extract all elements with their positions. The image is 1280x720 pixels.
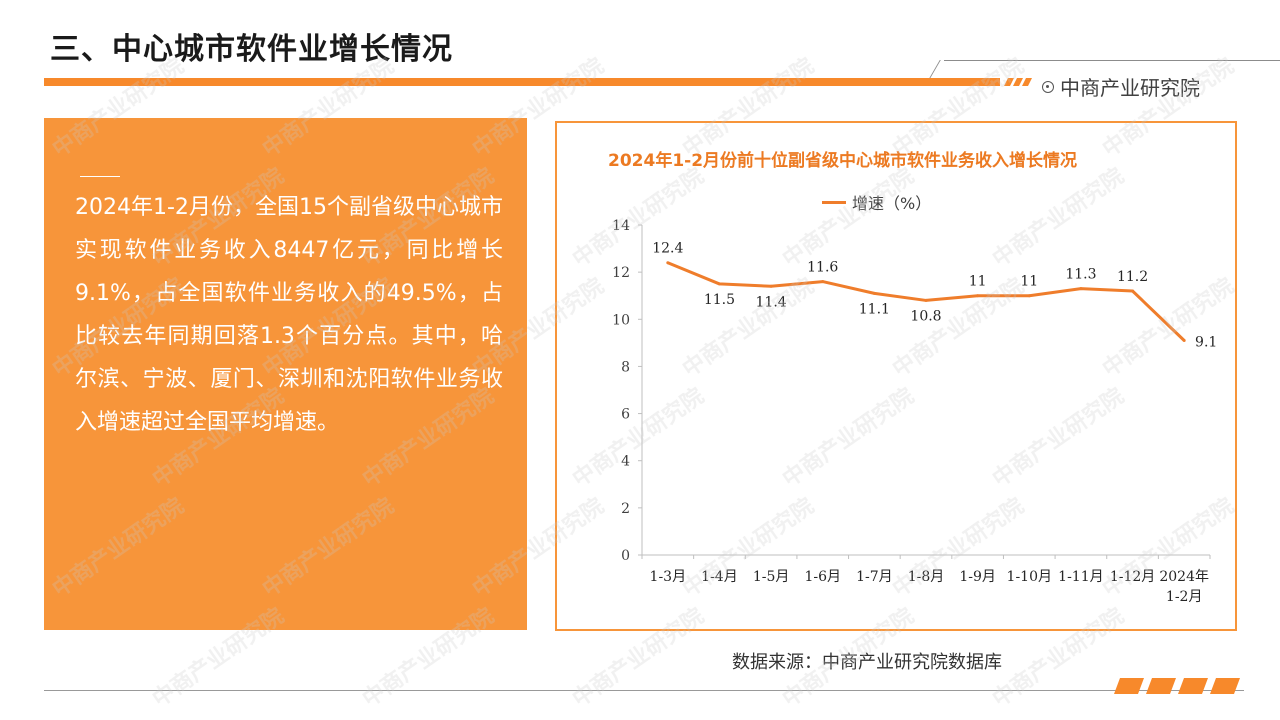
stripes-decoration <box>1004 78 1032 86</box>
x-tick-label: 1-8月 <box>908 569 945 585</box>
footer-stripes-decoration <box>1114 678 1240 694</box>
chart-legend: 增速（%） <box>822 190 931 214</box>
x-tick-label: 1-11月 <box>1058 569 1103 585</box>
data-label: 11.6 <box>807 260 838 276</box>
summary-panel <box>44 118 527 630</box>
data-labels: 12.4 11.5 11.4 11.6 11.1 10.8 11 11 11.3 11.2 9.1 <box>652 241 1217 351</box>
brand-target-icon <box>1042 80 1054 93</box>
page-title: 三、中心城市软件业增长情况 <box>50 32 453 67</box>
y-tick-label: 0 <box>621 548 630 564</box>
x-tick-label: 1-4月 <box>701 569 738 585</box>
data-point <box>976 294 980 298</box>
data-point <box>717 282 721 286</box>
data-label: 11.1 <box>859 301 890 317</box>
data-label: 11 <box>969 274 987 290</box>
data-point <box>1131 289 1135 293</box>
x-tick-label: 1-9月 <box>959 569 996 585</box>
x-axis: 1-3月 1-4月 1-5月 1-6月 1-7月 1-8月 1-9月 1-10月 1-11月 1-… <box>641 554 1211 605</box>
data-label: 12.4 <box>652 241 683 257</box>
data-point <box>769 284 773 288</box>
y-tick-label: 12 <box>612 265 630 281</box>
summary-text: 2024年1-2月份，全国15个副省级中心城市实现软件业务收入8447亿元，同比… <box>75 195 503 435</box>
data-label: 11.4 <box>756 294 787 310</box>
data-point <box>821 280 825 284</box>
data-point <box>924 298 928 302</box>
legend-label: 增速（%） <box>852 194 932 213</box>
data-point <box>872 291 876 295</box>
brand-logo: 中商产业研究院 <box>1042 72 1200 101</box>
brand-name: 中商产业研究院 <box>1060 76 1200 100</box>
x-tick-label: 2024年 <box>1159 569 1209 585</box>
y-tick-label: 8 <box>621 359 630 375</box>
x-tick-label: 1-7月 <box>856 569 893 585</box>
x-tick-label: 1-2月 <box>1166 589 1203 605</box>
x-tick-label: 1-3月 <box>650 569 687 585</box>
footer-rule <box>44 690 1244 691</box>
data-label: 10.8 <box>910 308 941 324</box>
data-label: 11.2 <box>1117 269 1148 285</box>
data-point <box>666 261 670 265</box>
data-point <box>1182 339 1186 342</box>
y-tick-label: 10 <box>612 312 630 328</box>
x-tick-label: 1-6月 <box>804 569 841 585</box>
data-source: 数据来源：中商产业研究院数据库 <box>732 652 1002 673</box>
header-rule <box>944 60 1280 61</box>
data-label: 11 <box>1020 274 1038 290</box>
y-tick-label: 4 <box>621 454 630 470</box>
y-tick-label: 14 <box>612 218 630 234</box>
data-point <box>1079 287 1083 291</box>
data-point <box>1027 294 1031 298</box>
data-label: 11.3 <box>1065 267 1096 283</box>
y-tick-label: 6 <box>621 407 630 423</box>
legend-line-swatch <box>822 200 846 204</box>
data-label: 11.5 <box>704 292 735 308</box>
data-label: 9.1 <box>1195 335 1217 351</box>
title-underline-bar <box>44 78 1000 86</box>
chart-title: 2024年1-2月份前十位副省级中心城市软件业务收入增长情况 <box>608 151 1078 171</box>
summary-rule <box>80 176 120 177</box>
x-tick-label: 1-12月 <box>1110 569 1155 585</box>
series <box>666 261 1186 342</box>
x-tick-label: 1-5月 <box>753 569 790 585</box>
y-axis: 0 2 4 6 8 10 12 14 <box>612 218 643 564</box>
x-tick-label: 1-10月 <box>1007 569 1052 585</box>
y-tick-label: 2 <box>621 501 630 517</box>
chart-frame <box>555 121 1237 631</box>
